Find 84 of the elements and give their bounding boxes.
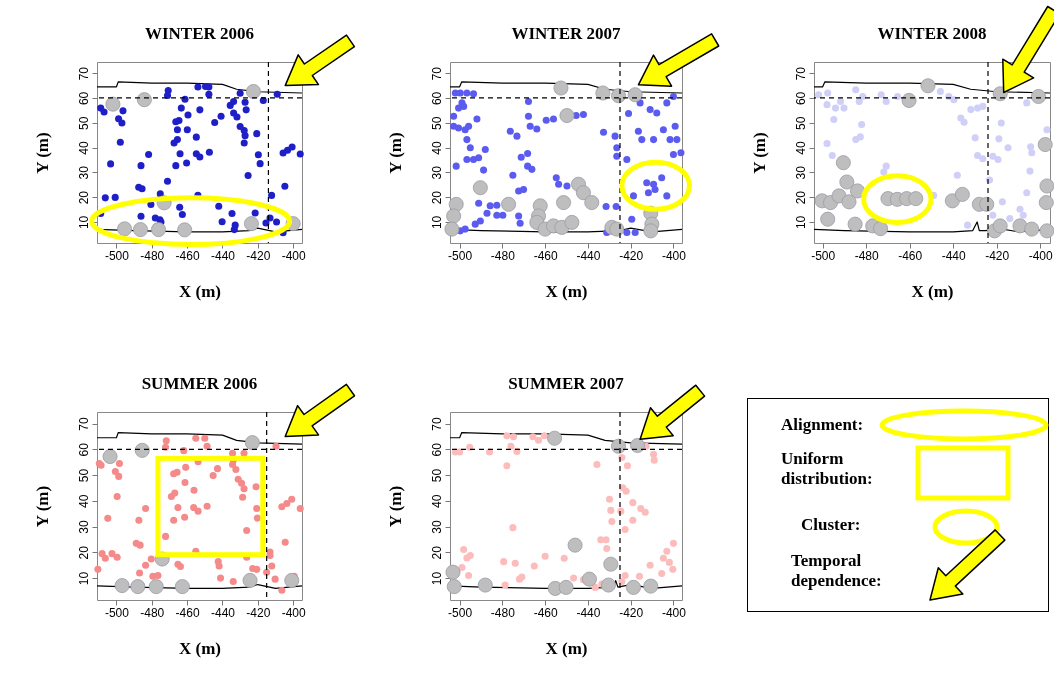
y-tick-label: 60	[76, 90, 90, 105]
text: Temporal dependence:	[791, 551, 883, 591]
x-tick-label: -420	[245, 248, 271, 262]
x-tick-label: -500	[447, 605, 472, 619]
x-tick-label: -500	[104, 248, 129, 262]
x-tick-label: -500	[447, 248, 472, 262]
y-tick-label: 10	[76, 571, 90, 585]
x-tick-label: -480	[139, 248, 165, 262]
x-tick-label: -420	[618, 248, 644, 262]
chart-title: SUMMER 2006	[141, 373, 257, 393]
y-tick-label: 60	[793, 90, 807, 105]
x-tick-label: -440	[210, 248, 235, 262]
y-tick-label: 70	[793, 66, 807, 80]
y-tick-label: 50	[76, 468, 90, 482]
x-tick-label: -440	[941, 248, 966, 262]
x-tick-label: -440	[575, 605, 601, 619]
x-tick-label: -480	[139, 605, 165, 619]
x-axis-title: X (m)	[178, 638, 221, 657]
x-tick-label: -460	[897, 248, 923, 262]
y-tick-label: 30	[793, 165, 807, 180]
y-tick-label: 30	[76, 165, 90, 180]
chart-title: SUMMER 2007	[507, 373, 624, 393]
y-axis-title: Y (m)	[749, 131, 768, 174]
y-tick-label: 40	[429, 140, 443, 155]
y-tick-label: 20	[429, 190, 443, 204]
x-tick-label: -480	[854, 248, 879, 262]
y-tick-label: 20	[429, 545, 443, 560]
x-tick-label: -460	[175, 248, 200, 262]
chart-title: WINTER 2006	[144, 23, 254, 43]
x-tick-label: -400	[281, 605, 306, 619]
x-tick-label: -460	[175, 605, 200, 619]
y-tick-label: 60	[429, 442, 443, 457]
y-tick-label: 70	[429, 66, 443, 80]
x-tick-label: -500	[104, 605, 129, 619]
y-tick-label: 70	[429, 416, 443, 431]
x-tick-label: -440	[575, 248, 601, 262]
x-tick-label: -500	[810, 248, 836, 262]
x-axis-title: X (m)	[178, 281, 221, 300]
x-tick-label: -400	[1028, 248, 1053, 262]
y-tick-label: 40	[76, 493, 90, 508]
y-tick-label: 70	[76, 66, 90, 80]
text: Uniform distribution:	[781, 449, 874, 489]
x-tick-label: -400	[661, 248, 686, 262]
chart-title: WINTER 2008	[876, 23, 987, 43]
x-tick-label: -420	[618, 605, 644, 619]
x-axis-title: X (m)	[544, 638, 588, 657]
text: Cluster:	[801, 515, 862, 535]
y-axis-title: Y (m)	[385, 485, 404, 527]
y-tick-label: 20	[793, 190, 807, 204]
y-tick-label: 40	[429, 493, 443, 508]
y-tick-label: 20	[76, 190, 90, 204]
x-tick-label: -480	[490, 605, 515, 619]
x-axis-title: X (m)	[544, 281, 588, 300]
x-tick-label: -400	[281, 248, 306, 262]
x-axis-title: X (m)	[910, 281, 954, 300]
y-tick-label: 30	[429, 519, 443, 534]
y-tick-label: 70	[76, 416, 90, 431]
y-tick-label: 50	[76, 115, 90, 130]
y-tick-label: 30	[76, 519, 90, 534]
y-tick-label: 10	[429, 214, 443, 229]
y-tick-label: 60	[76, 442, 90, 457]
y-tick-label: 10	[429, 571, 443, 585]
y-tick-label: 50	[429, 468, 443, 482]
y-axis-title: Y (m)	[385, 131, 404, 174]
x-tick-label: -440	[210, 605, 235, 619]
y-tick-label: 40	[793, 140, 807, 155]
y-tick-label: 40	[76, 140, 90, 155]
text: Alignment:	[781, 415, 865, 435]
x-tick-label: -460	[533, 605, 558, 619]
y-axis-title: Y (m)	[32, 131, 51, 174]
y-tick-label: 50	[793, 115, 807, 130]
y-tick-label: 10	[793, 214, 807, 229]
x-tick-label: -400	[661, 605, 686, 619]
chart-title: WINTER 2007	[510, 23, 621, 43]
x-tick-label: -480	[490, 248, 515, 262]
y-tick-label: 30	[429, 165, 443, 180]
x-tick-label: -420	[984, 248, 1010, 262]
y-tick-label: 60	[429, 90, 443, 105]
x-tick-label: -420	[245, 605, 271, 619]
x-tick-label: -460	[533, 248, 558, 262]
y-tick-label: 50	[429, 115, 443, 130]
y-axis-title: Y (m)	[32, 485, 51, 527]
y-tick-label: 20	[76, 545, 90, 560]
y-tick-label: 10	[76, 214, 90, 229]
